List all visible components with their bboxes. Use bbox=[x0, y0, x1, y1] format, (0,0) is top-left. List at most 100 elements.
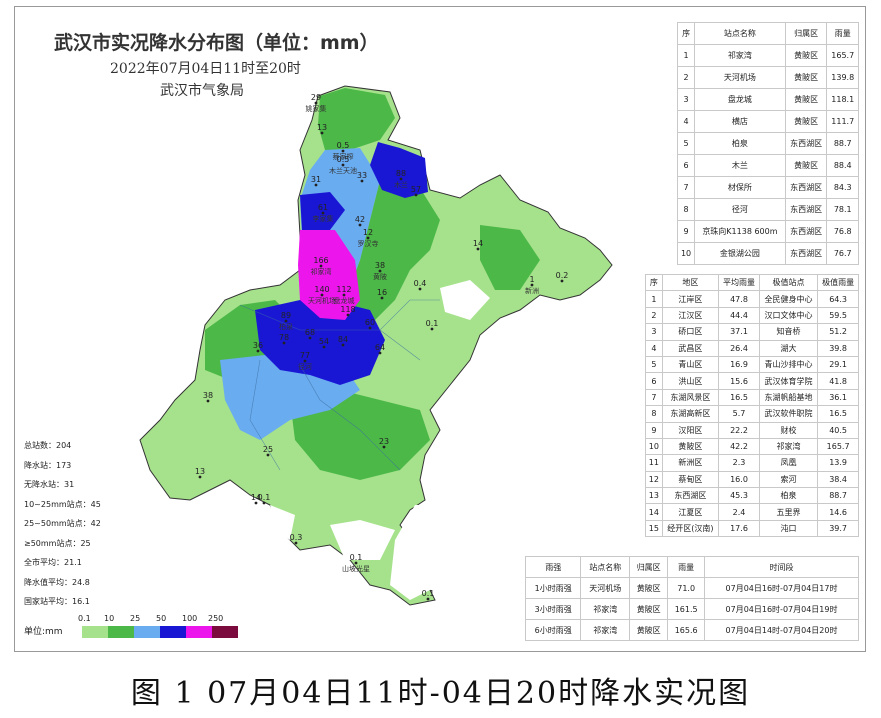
table-cell: 黄陂区 bbox=[784, 88, 828, 111]
table-cell: 东西湖区 bbox=[784, 198, 828, 221]
station-value: 0.5 bbox=[337, 141, 350, 150]
table-cell: 沌口 bbox=[758, 519, 819, 538]
station-dot bbox=[378, 351, 382, 355]
table-cell: 木兰 bbox=[694, 154, 786, 177]
table-row: 1 江岸区 47.8 全民健身中心 64.3 bbox=[645, 290, 859, 308]
table-cell: 26.4 bbox=[718, 339, 760, 357]
station-name: 罗汉寺 bbox=[358, 240, 379, 248]
table-header-cell: 极值雨量 bbox=[817, 273, 859, 292]
table-cell: 76.8 bbox=[826, 220, 859, 243]
table-cell: 汉阳区 bbox=[661, 421, 720, 439]
table-cell: 硚口区 bbox=[661, 323, 720, 341]
table-row: 5 柏泉 东西湖区 88.7 bbox=[676, 132, 859, 155]
stat-national-avg: 国家站平均：16.1 bbox=[24, 597, 90, 606]
map-region-10-25 bbox=[318, 88, 395, 150]
station-dot bbox=[378, 269, 382, 273]
station-marker: 1 新洲 bbox=[525, 275, 539, 295]
table-cell: 14.6 bbox=[817, 503, 859, 521]
table-cell: 东西湖区 bbox=[784, 176, 828, 199]
stat-total-stations: 总站数：204 bbox=[24, 441, 72, 450]
table-cell: 索河 bbox=[758, 470, 819, 489]
table-cell: 1 bbox=[645, 290, 663, 308]
station-value: 118 bbox=[340, 305, 355, 314]
table-cell: 38.4 bbox=[817, 470, 859, 489]
table-header-cell: 序 bbox=[645, 273, 663, 292]
station-marker: 36 bbox=[253, 341, 263, 353]
table-cell: 45.3 bbox=[718, 487, 760, 505]
table-cell: 天河机场 bbox=[580, 577, 631, 599]
station-value: 68 bbox=[305, 328, 315, 337]
map-title: 武汉市实况降水分布图（单位：mm） bbox=[54, 32, 379, 54]
table-cell: 东西湖区 bbox=[784, 220, 828, 243]
table-header-row: 序 地区 平均雨量 极值站点 极值雨量 bbox=[645, 273, 859, 292]
map-region-norain bbox=[270, 505, 295, 540]
table-cell: 88.4 bbox=[826, 154, 859, 177]
table-cell: 7 bbox=[676, 176, 696, 199]
table-header-cell: 地区 bbox=[661, 273, 720, 292]
table-cell: 湖大 bbox=[758, 339, 819, 357]
station-dot bbox=[314, 183, 318, 187]
table-cell: 1小时雨强 bbox=[524, 577, 582, 599]
station-marker: 118 bbox=[340, 305, 356, 317]
table-cell: 黄陂区 bbox=[629, 577, 669, 599]
table-cell: 88.7 bbox=[826, 132, 859, 155]
table-cell: 盘龙城 bbox=[694, 88, 786, 111]
table-cell: 29.1 bbox=[817, 355, 859, 374]
table-cell: 3小时雨强 bbox=[524, 598, 582, 620]
station-marker: 0.1 bbox=[426, 319, 439, 331]
stat-no-rain-stations: 无降水站：31 bbox=[24, 480, 75, 489]
table-cell: 蔡甸区 bbox=[661, 470, 720, 489]
table-header-cell: 极值站点 bbox=[758, 273, 819, 292]
table-row: 12 蔡甸区 16.0 索河 38.4 bbox=[645, 470, 859, 489]
table-row: 14 江夏区 2.4 五里界 14.6 bbox=[645, 503, 859, 521]
station-value: 54 bbox=[319, 337, 329, 346]
station-marker: 68 bbox=[305, 328, 315, 340]
table-cell: 39.8 bbox=[817, 339, 859, 357]
table-cell: 22.2 bbox=[718, 421, 760, 439]
station-value: 84 bbox=[338, 335, 348, 344]
station-value: 38 bbox=[375, 261, 385, 270]
table-cell: 2.4 bbox=[718, 503, 760, 521]
table-cell: 黄陂区 bbox=[661, 437, 720, 456]
table-cell: 17.6 bbox=[718, 519, 760, 538]
map-region-100-250 bbox=[298, 230, 360, 320]
station-dot bbox=[314, 101, 318, 105]
station-marker: 42 bbox=[355, 215, 365, 227]
station-marker: 33 bbox=[357, 171, 367, 183]
table-cell: 黄陂区 bbox=[784, 44, 828, 67]
table-header-cell: 归属区 bbox=[629, 556, 669, 578]
table-cell: 5.7 bbox=[718, 405, 760, 423]
table-row: 9 汉阳区 22.2 财校 40.5 bbox=[645, 421, 859, 439]
station-marker: 16 bbox=[377, 288, 387, 300]
station-dot bbox=[414, 193, 418, 197]
table-cell: 武汉软件职院 bbox=[758, 405, 819, 423]
table-cell: 13 bbox=[645, 487, 663, 505]
station-name: 天河机场 bbox=[308, 296, 336, 305]
station-dot bbox=[358, 223, 362, 227]
station-dot bbox=[256, 349, 260, 353]
table-cell: 京珠向K1138 600m bbox=[694, 220, 786, 243]
station-dot bbox=[426, 597, 430, 601]
station-value: 0.1 bbox=[426, 319, 439, 328]
table-cell: 凤凰 bbox=[758, 454, 819, 472]
table-cell: 东湖风景区 bbox=[661, 388, 720, 407]
station-dot bbox=[530, 283, 534, 287]
table-row: 3小时雨强 祁家湾 黄陂区 161.5 07月04日16时-07月04日19时 bbox=[524, 598, 859, 620]
legend-swatch bbox=[160, 626, 186, 638]
table-cell: 47.8 bbox=[718, 290, 760, 308]
table-cell: 青山区 bbox=[661, 355, 720, 374]
table-cell: 东西湖区 bbox=[784, 132, 828, 155]
station-dot bbox=[320, 293, 324, 297]
station-dot bbox=[341, 149, 345, 153]
station-dot bbox=[320, 131, 324, 135]
table-cell: 07月04日16时-07月04日19时 bbox=[704, 598, 859, 620]
station-dot bbox=[560, 279, 564, 283]
station-value: 112 bbox=[336, 285, 351, 294]
table-cell: 金银湖公园 bbox=[694, 242, 786, 265]
station-value: 14 bbox=[473, 239, 483, 248]
table-cell: 16.5 bbox=[718, 388, 760, 407]
station-value: 61 bbox=[318, 203, 328, 212]
station-marker: 64 bbox=[375, 343, 385, 355]
station-marker: 0.1 山坡光星 bbox=[342, 553, 370, 573]
table-cell: 东西湖区 bbox=[661, 487, 720, 505]
